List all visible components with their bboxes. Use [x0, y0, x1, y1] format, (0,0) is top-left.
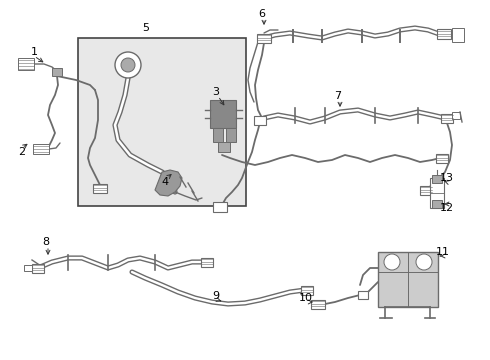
Text: 12: 12 — [440, 203, 454, 213]
Bar — [254, 116, 266, 125]
Bar — [437, 29, 451, 39]
Bar — [226, 128, 236, 142]
Bar — [24, 265, 32, 271]
Bar — [213, 202, 227, 212]
Text: 10: 10 — [299, 293, 313, 303]
Bar — [430, 178, 444, 208]
Bar — [311, 300, 325, 309]
Bar — [452, 28, 464, 42]
Bar — [93, 184, 107, 193]
Bar — [436, 154, 448, 163]
Bar — [441, 114, 453, 123]
Bar — [32, 264, 44, 273]
Text: 2: 2 — [19, 147, 25, 157]
Bar — [78, 38, 246, 206]
Polygon shape — [155, 170, 182, 196]
Circle shape — [121, 58, 135, 72]
Bar — [52, 68, 62, 76]
Bar — [432, 175, 442, 183]
Text: 11: 11 — [436, 247, 450, 257]
Bar — [420, 186, 432, 195]
Bar — [358, 291, 368, 299]
Bar — [218, 142, 230, 152]
Text: 7: 7 — [335, 91, 342, 101]
Text: 13: 13 — [440, 173, 454, 183]
Text: 8: 8 — [43, 237, 49, 247]
Bar — [257, 34, 271, 43]
Bar — [432, 200, 442, 208]
Text: 4: 4 — [161, 177, 169, 187]
Bar — [201, 258, 213, 267]
Bar — [33, 144, 49, 154]
Bar — [210, 100, 236, 128]
Bar — [301, 286, 313, 295]
Text: 3: 3 — [213, 87, 220, 97]
Text: 5: 5 — [143, 23, 149, 33]
Circle shape — [384, 254, 400, 270]
Text: 6: 6 — [259, 9, 266, 19]
Circle shape — [115, 52, 141, 78]
Text: 9: 9 — [213, 291, 220, 301]
Bar — [213, 128, 223, 142]
Circle shape — [416, 254, 432, 270]
Bar — [378, 252, 438, 307]
Bar — [18, 58, 34, 70]
Bar — [452, 112, 460, 119]
Text: 1: 1 — [30, 47, 38, 57]
